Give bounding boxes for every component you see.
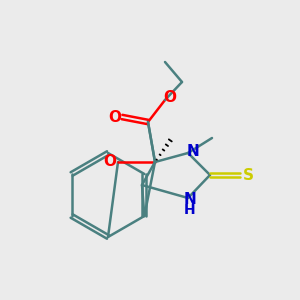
- Text: N: N: [187, 143, 200, 158]
- Text: S: S: [242, 167, 253, 182]
- Text: O: O: [164, 91, 176, 106]
- Text: O: O: [109, 110, 122, 124]
- Text: N: N: [184, 193, 196, 208]
- Text: O: O: [103, 154, 116, 169]
- Text: H: H: [184, 203, 196, 217]
